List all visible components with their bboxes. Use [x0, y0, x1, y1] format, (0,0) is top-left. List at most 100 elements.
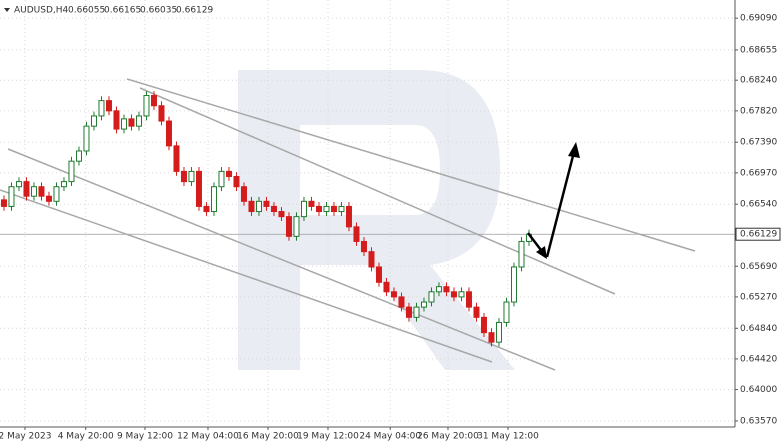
candle-body [405, 306, 412, 318]
candle-body [413, 306, 420, 318]
candle-body [293, 216, 300, 237]
close-value: 0.66129 [176, 6, 213, 16]
x-tick-label: 26 May 20:00 [417, 432, 479, 442]
y-tick-label: 0.68655 [740, 45, 777, 55]
y-tick-label: 0.69090 [740, 14, 777, 24]
candle-body [428, 291, 435, 303]
candle-body [98, 100, 105, 117]
candle-body [278, 211, 285, 218]
candle-body [465, 291, 472, 308]
axis-labels: 0.69090 0.68655 0.68240 0.67820 0.67390 0.669… [0, 14, 781, 442]
candle-body [473, 306, 480, 318]
candle-body [30, 186, 37, 197]
candle-body [150, 95, 157, 107]
candle-body [368, 251, 375, 268]
candle-body [255, 200, 262, 213]
y-tick-label: 0.65270 [740, 292, 777, 302]
candle-body [383, 281, 390, 293]
candle-body [180, 170, 187, 183]
candle-body [135, 115, 142, 127]
candle-body [233, 176, 240, 188]
x-tick-label: 2 May 2023 [0, 432, 51, 442]
low-value: 0.66035 [140, 6, 177, 16]
candle-body [488, 332, 495, 343]
candle-body [0, 199, 7, 207]
header: AUDUSD,H4 0.66055 0.66165 0.66035 0.6612… [4, 6, 213, 16]
candle-body [308, 200, 315, 207]
open-value: 0.66055 [68, 6, 105, 16]
candle-body [75, 150, 82, 162]
candle-body [68, 160, 75, 183]
last-price-box [735, 227, 781, 241]
candle-body [450, 291, 457, 298]
candle-body [15, 181, 22, 188]
candle-body [360, 240, 367, 253]
y-tick-label: 0.64840 [740, 324, 777, 334]
y-tick-label: 0.63570 [740, 416, 777, 426]
candle-body [495, 321, 502, 343]
candle-body [330, 205, 337, 213]
grid [0, 0, 735, 427]
candle-body [45, 195, 52, 202]
candle-body [510, 266, 517, 303]
candles [0, 91, 532, 347]
candle-body [143, 95, 150, 117]
candle-body [375, 266, 382, 283]
candle-body [248, 200, 255, 213]
candle-body [113, 110, 120, 130]
candle-body [210, 186, 217, 213]
candle-body [188, 170, 195, 183]
candle-body [173, 145, 180, 172]
candle-body [518, 240, 525, 268]
candle-body [353, 226, 360, 242]
y-tick-label: 0.65690 [740, 262, 777, 272]
candle-body [158, 105, 165, 122]
x-tick-label: 9 May 12:00 [117, 432, 173, 442]
y-tick-label: 0.64000 [740, 385, 777, 395]
candle-body [503, 301, 510, 323]
x-tick-label: 4 May 20:00 [58, 432, 114, 442]
trend-lines [0, 78, 696, 371]
candle-body [270, 205, 277, 213]
high-value: 0.66165 [104, 6, 141, 16]
candle-body [83, 125, 90, 152]
candle-body [458, 291, 465, 298]
candle-body [323, 205, 330, 213]
candle-body [315, 205, 322, 213]
candle-body [225, 170, 232, 178]
symbol: AUDUSD,H4 [14, 6, 69, 16]
candle-body [443, 286, 450, 293]
x-tick-label: 16 May 20:00 [237, 432, 299, 442]
candle-body [480, 316, 487, 334]
forecast-arrows [527, 142, 580, 259]
x-tick-label: 19 May 12:00 [297, 432, 359, 442]
candle-body [38, 186, 45, 197]
candle-body [53, 186, 60, 202]
x-tick-label: 24 May 04:00 [359, 432, 421, 442]
candle-body [240, 186, 247, 202]
x-tick-label: 31 May 12:00 [477, 432, 539, 442]
candle-body [390, 291, 397, 298]
candle-body [345, 205, 352, 228]
candle-body [218, 170, 225, 188]
candle-body [105, 100, 112, 112]
candle-body [128, 118, 135, 127]
candle-body [435, 286, 442, 293]
menu-arrow [4, 8, 10, 12]
candle-body [23, 181, 30, 197]
candle-body [8, 186, 15, 207]
candle-body [263, 200, 270, 207]
candle-body [398, 296, 405, 308]
y-tick-label: 0.66970 [740, 168, 777, 178]
y-tick-label: 0.67820 [740, 106, 777, 116]
candle-body [300, 200, 307, 218]
candle-body [203, 205, 210, 213]
y-tick-label: 0.64420 [740, 354, 777, 364]
y-tick-label: 0.67390 [740, 138, 777, 148]
x-tick-label: 12 May 04:00 [177, 432, 239, 442]
candle-body [338, 205, 345, 213]
candle-body [165, 120, 172, 147]
candle-body [195, 170, 202, 207]
candle-body [420, 301, 427, 308]
y-tick-label: 0.66540 [740, 200, 777, 210]
